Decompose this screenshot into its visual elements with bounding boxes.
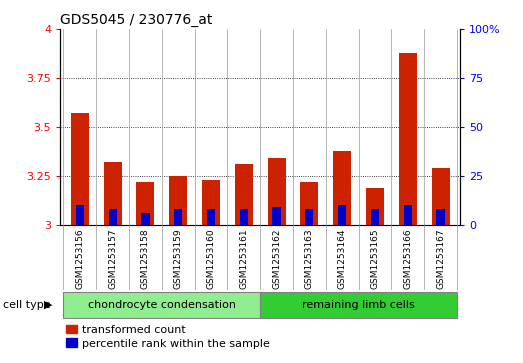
Text: GSM1253165: GSM1253165	[370, 228, 380, 289]
Bar	[207, 209, 215, 225]
Text: GSM1253159: GSM1253159	[174, 228, 183, 289]
Text: GSM1253158: GSM1253158	[141, 228, 150, 289]
Bar	[108, 209, 117, 225]
Bar	[272, 207, 281, 225]
Bar	[305, 209, 313, 225]
Bar	[366, 188, 384, 225]
Bar	[169, 176, 187, 225]
Bar	[399, 53, 417, 225]
Bar	[333, 151, 351, 225]
Bar	[202, 180, 220, 225]
FancyBboxPatch shape	[260, 292, 457, 318]
Bar	[76, 205, 84, 225]
Bar	[235, 164, 253, 225]
Text: GSM1253164: GSM1253164	[338, 228, 347, 289]
Text: ▶: ▶	[44, 300, 53, 310]
Bar	[141, 213, 150, 225]
Bar	[300, 182, 319, 225]
Text: GSM1253157: GSM1253157	[108, 228, 117, 289]
Text: remaining limb cells: remaining limb cells	[302, 300, 415, 310]
Text: GSM1253163: GSM1253163	[305, 228, 314, 289]
Bar	[71, 113, 89, 225]
Text: GSM1253156: GSM1253156	[75, 228, 84, 289]
Text: GSM1253161: GSM1253161	[240, 228, 248, 289]
Text: GSM1253160: GSM1253160	[207, 228, 215, 289]
Text: GSM1253167: GSM1253167	[436, 228, 445, 289]
Bar	[268, 158, 286, 225]
Bar	[338, 205, 346, 225]
Bar	[137, 182, 154, 225]
Bar	[174, 209, 183, 225]
Bar	[240, 209, 248, 225]
Bar	[431, 168, 450, 225]
Text: cell type: cell type	[3, 300, 50, 310]
Text: chondrocyte condensation: chondrocyte condensation	[88, 300, 236, 310]
Text: GSM1253166: GSM1253166	[403, 228, 412, 289]
Bar	[437, 209, 445, 225]
Text: GDS5045 / 230776_at: GDS5045 / 230776_at	[60, 13, 212, 26]
FancyBboxPatch shape	[63, 292, 260, 318]
Bar	[371, 209, 379, 225]
Bar	[104, 162, 122, 225]
Bar	[404, 205, 412, 225]
Text: GSM1253162: GSM1253162	[272, 228, 281, 289]
Legend: transformed count, percentile rank within the sample: transformed count, percentile rank withi…	[66, 325, 270, 348]
